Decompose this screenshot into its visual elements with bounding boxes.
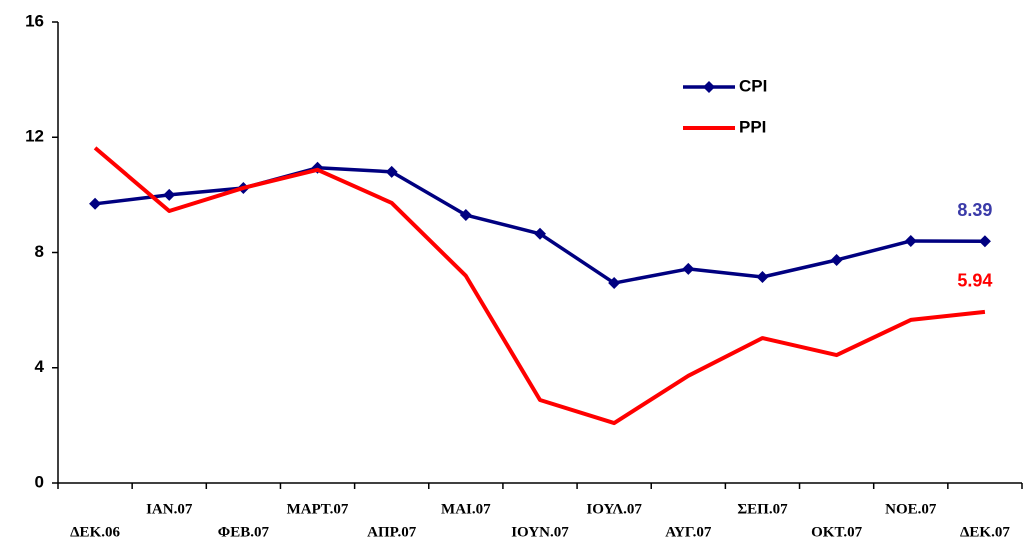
y-tick-label: 0 bbox=[35, 472, 44, 491]
x-tick-label: ΔΕΚ.07 bbox=[960, 524, 1010, 540]
point-marker bbox=[682, 262, 695, 275]
point-marker bbox=[459, 209, 472, 222]
x-tick-label: ΙΑΝ.07 bbox=[146, 501, 193, 517]
y-tick-label: 4 bbox=[35, 357, 45, 376]
point-marker bbox=[385, 165, 398, 178]
y-tick-label: 16 bbox=[25, 11, 44, 30]
x-tick-label: ΙΟΥΝ.07 bbox=[511, 524, 569, 540]
x-tick-label: ΙΟΥΛ.07 bbox=[586, 501, 642, 517]
point-marker bbox=[608, 277, 621, 290]
legend-marker bbox=[703, 81, 715, 93]
x-tick-label: ΑΠΡ.07 bbox=[367, 524, 417, 540]
data-label: 8.39 bbox=[957, 200, 992, 220]
point-marker bbox=[89, 197, 102, 210]
legend-label: CPI bbox=[739, 76, 767, 95]
point-marker bbox=[163, 188, 176, 201]
x-tick-label: ΜΑΡΤ.07 bbox=[287, 501, 349, 517]
x-tick-label: ΦΕΒ.07 bbox=[218, 524, 270, 540]
data-label: 5.94 bbox=[957, 271, 992, 291]
point-marker bbox=[756, 270, 769, 283]
y-tick-label: 8 bbox=[35, 242, 44, 261]
x-tick-label: ΜΑΙ.07 bbox=[441, 501, 491, 517]
x-tick-label: ΟΚΤ.07 bbox=[811, 524, 862, 540]
x-tick-label: ΝΟΕ.07 bbox=[885, 501, 937, 517]
point-marker bbox=[534, 227, 546, 240]
series-line bbox=[93, 146, 986, 426]
point-marker bbox=[830, 253, 843, 266]
x-tick-label: ΣΕΠ.07 bbox=[737, 501, 788, 517]
y-tick-label: 12 bbox=[25, 127, 44, 146]
x-tick-label: ΔΕΚ.06 bbox=[70, 524, 120, 540]
point-marker bbox=[904, 234, 917, 247]
legend-label: PPI bbox=[739, 117, 766, 136]
series-line bbox=[94, 166, 985, 285]
x-tick-label: ΑΥΓ.07 bbox=[665, 524, 712, 540]
point-marker bbox=[978, 235, 991, 248]
